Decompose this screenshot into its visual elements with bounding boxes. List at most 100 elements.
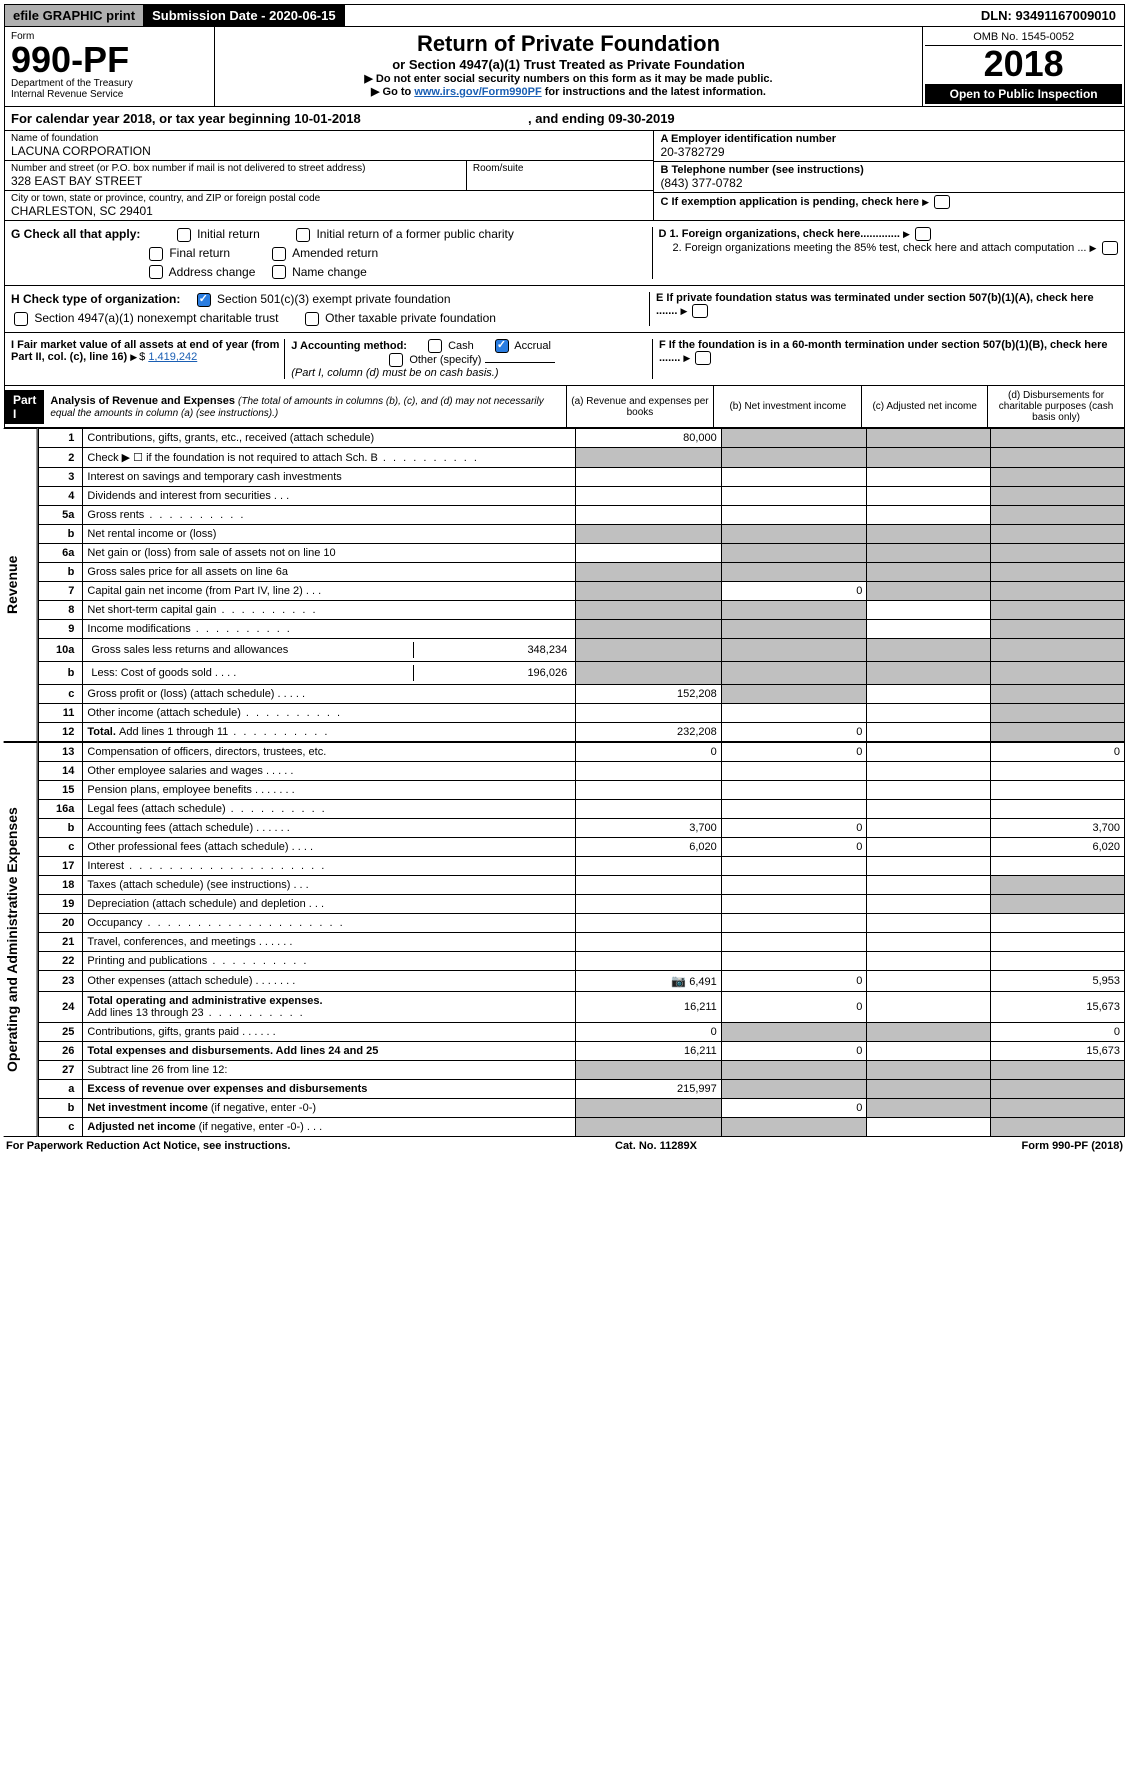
room-label: Room/suite (466, 161, 654, 190)
j1: Cash (448, 340, 474, 352)
table-row: 21Travel, conferences, and meetings . . … (38, 933, 1124, 952)
table-row: 2Check ▶ ☐ if the foundation is not requ… (38, 448, 1124, 468)
cal-mid: , and ending (528, 111, 608, 126)
table-row: 5aGross rents (38, 506, 1124, 525)
g1: Initial return (197, 227, 260, 241)
accrual-cb[interactable] (495, 339, 509, 353)
table-row: 24Total operating and administrative exp… (38, 992, 1124, 1023)
form-header: Form 990-PF Department of the Treasury I… (4, 27, 1125, 107)
expenses-table: 13Compensation of officers, directors, t… (38, 742, 1125, 1137)
d1-cb[interactable] (915, 227, 931, 241)
col-c-header: (c) Adjusted net income (861, 386, 987, 427)
c-label: C If exemption application is pending, c… (660, 196, 919, 208)
table-row: 19Depreciation (attach schedule) and dep… (38, 895, 1124, 914)
h1: Section 501(c)(3) exempt private foundat… (217, 292, 450, 306)
arrow-icon (130, 351, 139, 363)
instruction-2: ▶ Go to www.irs.gov/Form990PF for instru… (219, 85, 919, 98)
addr-label: Number and street (or P.O. box number if… (11, 163, 460, 174)
irs-link[interactable]: www.irs.gov/Form990PF (414, 86, 541, 98)
other-taxable-cb[interactable] (305, 312, 319, 326)
h3: Other taxable private foundation (325, 311, 496, 325)
cal-start: 10-01-2018 (294, 111, 361, 126)
table-row: 6aNet gain or (loss) from sale of assets… (38, 544, 1124, 563)
part1-badge: Part I (5, 390, 44, 424)
f-cb[interactable] (695, 351, 711, 365)
table-row: 4Dividends and interest from securities … (38, 487, 1124, 506)
d2-cb[interactable] (1102, 241, 1118, 255)
table-row: 23Other expenses (attach schedule) . . .… (38, 971, 1124, 992)
phone-label: B Telephone number (see instructions) (660, 164, 1118, 176)
h-check-row: H Check type of organization: Section 50… (4, 286, 1125, 333)
initial-former-cb[interactable] (296, 228, 310, 242)
fmv-link[interactable]: 1,419,242 (148, 351, 197, 363)
table-row: 14Other employee salaries and wages . . … (38, 762, 1124, 781)
name-label: Name of foundation (11, 133, 647, 144)
revenue-vert-label: Revenue (4, 428, 38, 742)
table-row: bNet rental income or (loss) (38, 525, 1124, 544)
phone-value: (843) 377-0782 (660, 176, 1118, 190)
revenue-table: 1Contributions, gifts, grants, etc., rec… (38, 428, 1125, 742)
dln-label: DLN: 93491167009010 (973, 5, 1124, 26)
initial-return-cb[interactable] (177, 228, 191, 242)
part1-title: Analysis of Revenue and Expenses (50, 395, 235, 407)
cal-end: 09-30-2019 (608, 111, 675, 126)
table-row: 3Interest on savings and temporary cash … (38, 468, 1124, 487)
cal-pre: For calendar year 2018, or tax year begi… (11, 111, 294, 126)
camera-icon[interactable]: 📷 (671, 974, 686, 988)
table-row: bNet investment income (if negative, ent… (38, 1099, 1124, 1118)
table-row: cOther professional fees (attach schedul… (38, 838, 1124, 857)
form-number: 990-PF (11, 42, 208, 78)
table-row: 16aLegal fees (attach schedule) (38, 800, 1124, 819)
table-row: 22Printing and publications (38, 952, 1124, 971)
top-toolbar: efile GRAPHIC print Submission Date - 20… (4, 4, 1125, 27)
e-cb[interactable] (692, 304, 708, 318)
submission-date-button[interactable]: Submission Date - 2020-06-15 (144, 5, 345, 26)
g4: Amended return (292, 246, 378, 260)
table-row: 7Capital gain net income (from Part IV, … (38, 582, 1124, 601)
footer: For Paperwork Reduction Act Notice, see … (4, 1137, 1125, 1155)
table-row: 1Contributions, gifts, grants, etc., rec… (38, 429, 1124, 448)
tax-year: 2018 (925, 46, 1122, 82)
arrow-icon (683, 352, 692, 364)
table-row: 25Contributions, gifts, grants paid . . … (38, 1023, 1124, 1042)
table-row: 10aGross sales less returns and allowanc… (38, 639, 1124, 662)
part1-header-row: Part I Analysis of Revenue and Expenses … (4, 386, 1125, 428)
amended-cb[interactable] (272, 247, 286, 261)
revenue-section: Revenue 1Contributions, gifts, grants, e… (4, 428, 1125, 742)
j3: Other (specify) (409, 354, 481, 366)
foundation-name: LACUNA CORPORATION (11, 144, 647, 158)
d1-label: D 1. Foreign organizations, check here..… (659, 228, 900, 240)
cash-cb[interactable] (428, 339, 442, 353)
table-row: 12Total. Total. Add lines 1 through 11Ad… (38, 723, 1124, 742)
g3: Final return (169, 246, 230, 260)
table-row: 11Other income (attach schedule) (38, 704, 1124, 723)
i-label: I Fair market value of all assets at end… (11, 339, 279, 363)
g-check-row: G Check all that apply: Initial return I… (4, 221, 1125, 286)
efile-button[interactable]: efile GRAPHIC print (5, 5, 144, 26)
instr2-pre: ▶ Go to (371, 86, 414, 98)
table-row: cAdjusted net income (if negative, enter… (38, 1118, 1124, 1137)
table-row: 20Occupancy (38, 914, 1124, 933)
4947-cb[interactable] (14, 312, 28, 326)
city-value: CHARLESTON, SC 29401 (11, 204, 647, 218)
table-row: aExcess of revenue over expenses and dis… (38, 1080, 1124, 1099)
final-return-cb[interactable] (149, 247, 163, 261)
name-change-cb[interactable] (272, 265, 286, 279)
ij-row: I Fair market value of all assets at end… (4, 333, 1125, 386)
arrow-icon (1090, 242, 1099, 254)
city-label: City or town, state or province, country… (11, 193, 647, 204)
form-title: Return of Private Foundation (219, 31, 919, 57)
footer-left: For Paperwork Reduction Act Notice, see … (6, 1140, 290, 1152)
501c3-cb[interactable] (197, 293, 211, 307)
expenses-section: Operating and Administrative Expenses 13… (4, 742, 1125, 1137)
table-row: 26Total expenses and disbursements. Add … (38, 1042, 1124, 1061)
table-row: 15Pension plans, employee benefits . . .… (38, 781, 1124, 800)
e-label: E If private foundation status was termi… (656, 292, 1094, 317)
arrow-icon (903, 228, 912, 240)
other-method-cb[interactable] (389, 353, 403, 367)
street-address: 328 EAST BAY STREET (11, 174, 460, 188)
addr-change-cb[interactable] (149, 265, 163, 279)
col-a-header: (a) Revenue and expenses per books (566, 386, 714, 427)
dept-label: Department of the Treasury (11, 78, 208, 89)
c-checkbox[interactable] (934, 195, 950, 209)
